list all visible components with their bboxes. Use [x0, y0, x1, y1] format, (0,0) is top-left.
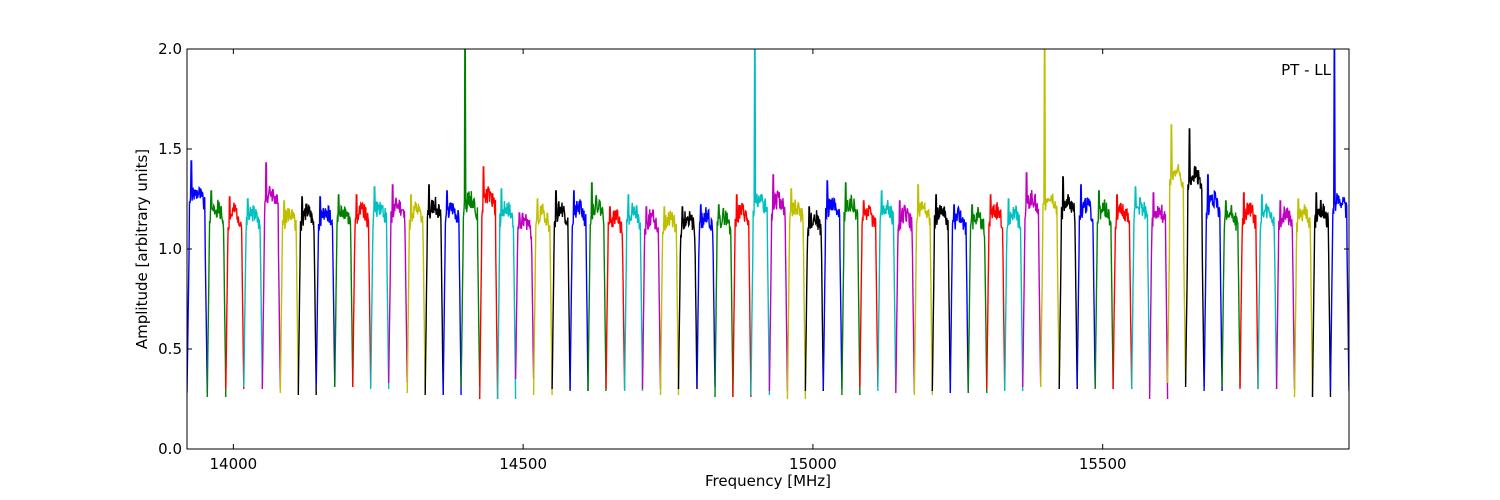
y-tick-label: 0.5	[158, 340, 182, 358]
spectrum-channel-line	[895, 200, 915, 394]
spectrum-channel-line	[388, 184, 408, 384]
spectrum-channel-line	[931, 194, 951, 392]
y-tick-label: 1.0	[158, 240, 182, 258]
spectrum-channel-line	[551, 190, 571, 390]
x-tick-label: 15500	[1079, 455, 1127, 473]
spectrum-channel-line	[1203, 174, 1223, 392]
spectrum-channel-line	[206, 190, 227, 398]
spectrum-channel-line	[732, 194, 752, 398]
spectrum-channel-line	[841, 182, 861, 396]
x-tick-label: 14500	[499, 455, 547, 473]
spectrum-channel-line	[768, 174, 789, 392]
spectrum-channel-line	[949, 204, 969, 394]
spectrum-channel-line	[1094, 190, 1114, 390]
spectrum-channel-line	[1293, 198, 1314, 398]
spectrum-channel-line	[1239, 192, 1259, 390]
y-tick-label: 0.0	[158, 440, 182, 458]
spectrum-channel-line	[352, 194, 372, 388]
spectrum-channel-line	[967, 204, 988, 394]
spectrum-channel-line	[623, 194, 644, 392]
spectrum-channel-line	[1311, 192, 1332, 398]
spectrum-channel-line	[1329, 49, 1349, 392]
spectrum-channel-line	[370, 186, 390, 390]
spectrum-channel-line	[859, 200, 879, 388]
axis-ticks: 14000 14500 15000 15500 0.0 0.5 1.0 1.5 2.0	[158, 40, 1349, 473]
spectrum-channel-line	[605, 206, 626, 390]
spectrum-channel-line	[1275, 200, 1296, 390]
y-tick-label: 2.0	[158, 40, 182, 58]
spectrum-channel-line	[1022, 172, 1042, 388]
spectrum-channel-line	[315, 196, 336, 388]
spectrum-channel-line	[1184, 128, 1205, 388]
spectrum-channel-line	[587, 182, 607, 392]
spectrum-series-group	[187, 49, 1349, 400]
spectrum-channel-line	[297, 196, 317, 396]
spectrum-channel-line	[442, 190, 462, 396]
spectrum-channel-line	[641, 206, 662, 390]
spectrum-channel-line	[913, 184, 933, 396]
spectrum-channel-line	[786, 188, 807, 400]
spectrum-channel-line	[496, 188, 517, 400]
spectrum-channel-line	[243, 198, 263, 388]
spectrum-channel-line	[406, 194, 426, 394]
spectrum-channel-line	[1166, 124, 1187, 384]
spectrum-channel-line	[1040, 49, 1060, 388]
y-tick-label: 1.5	[158, 140, 182, 158]
x-tick-label: 15000	[789, 455, 837, 473]
spectrum-channel-line	[804, 206, 824, 392]
spectrum-channel-line	[986, 194, 1006, 390]
spectrum-channel-line	[822, 180, 843, 390]
spectrum-channel-line	[225, 196, 245, 390]
spectrum-channel-line	[1004, 198, 1024, 392]
spectrum-channel-line	[659, 206, 680, 396]
y-axis-label: Amplitude [arbitrary units]	[133, 149, 151, 349]
spectrum-channel-line	[424, 184, 444, 396]
spectrum-channel-line	[1112, 194, 1133, 390]
spectrum-channel-line	[479, 166, 499, 400]
spectrum-channel-line	[187, 160, 208, 394]
x-tick-label: 14000	[210, 455, 258, 473]
spectrum-channel-line	[1131, 186, 1151, 390]
baseline-annotation: PT - LL	[1281, 61, 1332, 79]
spectrum-channel-line	[877, 190, 897, 392]
spectrum-channel-line	[1076, 184, 1096, 388]
spectrum-channel-line	[696, 204, 716, 388]
spectrum-channel-line	[714, 204, 734, 398]
spectrum-channel-line	[460, 49, 481, 388]
spectrum-channel-line	[279, 200, 299, 394]
spectrum-channel-line	[334, 194, 354, 388]
spectrum-channel-line	[677, 206, 698, 390]
spectrum-channel-line	[514, 212, 535, 380]
spectrum-channel-line	[261, 162, 281, 390]
spectrum-channel-line	[569, 190, 589, 392]
spectrum-channel-line	[1148, 192, 1169, 400]
spectrum-channel-line	[532, 198, 553, 396]
spectrum-channel-line	[1257, 194, 1278, 390]
x-axis-label: Frequency [MHz]	[705, 472, 831, 490]
spectrum-channel-line	[750, 49, 771, 396]
spectrum-channel-line	[1058, 176, 1078, 390]
spectrum-channel-line	[1221, 200, 1241, 388]
